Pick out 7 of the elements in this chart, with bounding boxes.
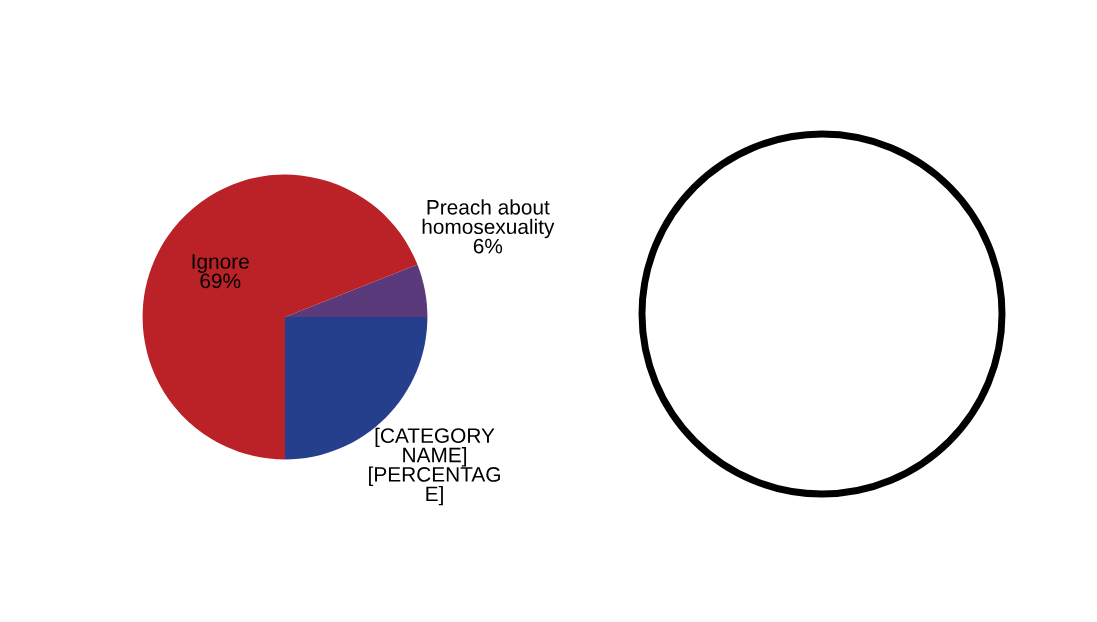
pie-slice — [285, 264, 428, 317]
data-label: 6% — [473, 238, 503, 254]
data-label: [PERCENTAGE] — [369, 466, 500, 506]
slice-label: Ignore — [192, 254, 249, 273]
data-label: 69% — [200, 273, 241, 289]
slice-label: Preach about homosexuality — [422, 199, 555, 239]
slice-label: [CATEGORY NAME] — [375, 427, 495, 467]
